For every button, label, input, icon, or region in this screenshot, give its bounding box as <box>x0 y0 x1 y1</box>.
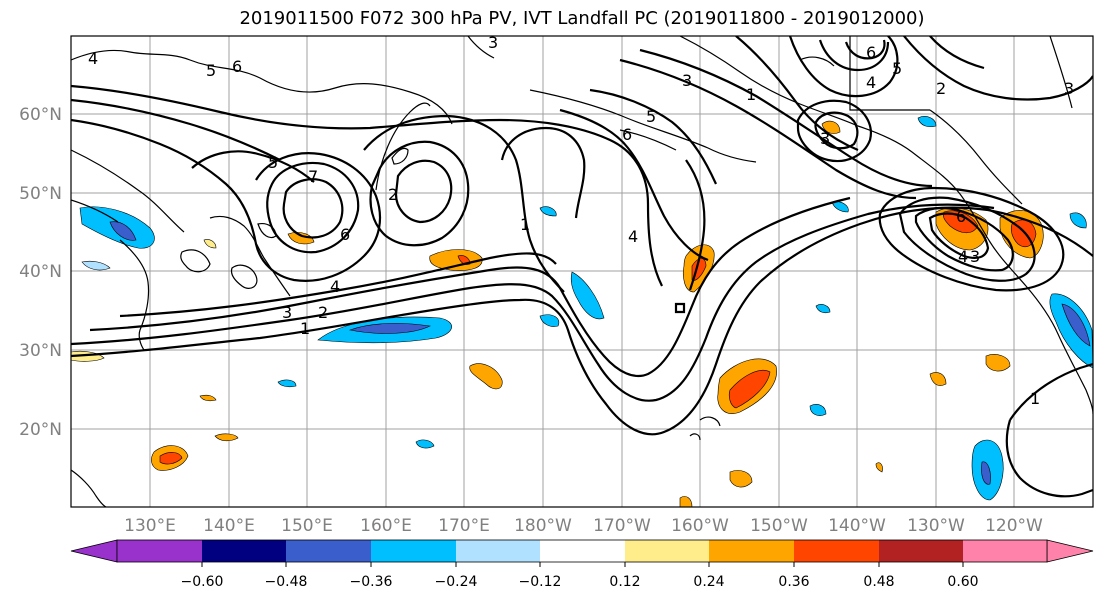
lat-label: 50°N <box>19 184 62 204</box>
colorbar-segment <box>456 540 540 562</box>
colorbar-tick-label: 0.36 <box>778 574 809 590</box>
colorbar-tick-label: −0.12 <box>519 574 562 590</box>
colorbar-tick-label: −0.24 <box>435 574 478 590</box>
lon-label: 120°W <box>985 516 1043 536</box>
lat-label: 60°N <box>19 105 62 125</box>
contour-label: 6 <box>232 57 242 76</box>
contour-label: 6 <box>340 225 350 244</box>
contour-label: 3 <box>970 247 980 266</box>
colorbar-tick-label: 0.48 <box>863 574 894 590</box>
colorbar-frame <box>116 539 1048 563</box>
lon-label: 130°E <box>124 516 176 536</box>
lat-label: 20°N <box>19 420 62 440</box>
colorbar-tick-label: −0.60 <box>181 574 224 590</box>
contour-label: 4 <box>628 227 638 246</box>
colorbar-segment <box>117 540 202 562</box>
longitude-labels: 130°E 140°E 150°E 160°E 170°E 180°W 170°… <box>124 516 1043 536</box>
lon-label: 140°E <box>203 516 255 536</box>
contour-label: 5 <box>646 107 656 126</box>
colorbar-tick-label: 0.12 <box>609 574 640 590</box>
colorbar-segment <box>371 540 456 562</box>
colorbar-left-extension <box>70 539 118 563</box>
contour-label: 5 <box>206 61 216 80</box>
contour-label: 4 <box>866 73 876 92</box>
contour-label: 3 <box>1064 79 1074 98</box>
contour-label: 1 <box>520 215 530 234</box>
contour-label: 5 <box>268 153 278 172</box>
lat-label: 30°N <box>19 341 62 361</box>
contour-label: 4 <box>88 49 98 68</box>
lon-label: 160°W <box>671 516 729 536</box>
colorbar-segment <box>625 540 709 562</box>
contour-label: 4 <box>330 277 340 296</box>
lon-label: 150°W <box>750 516 808 536</box>
lon-label: 160°E <box>360 516 412 536</box>
lon-label: 170°E <box>438 516 490 536</box>
contour-label: 3 <box>682 71 692 90</box>
map-frame <box>70 35 1094 508</box>
contour-label: 1 <box>300 319 310 338</box>
colorbar-right-extension <box>1046 539 1094 563</box>
map-title: 2019011500 F072 300 hPa PV, IVT Landfall… <box>239 8 925 29</box>
colorbar-tick-label: 0.24 <box>693 574 724 590</box>
lon-label: 140°W <box>828 516 886 536</box>
contour-label: 2 <box>318 303 328 322</box>
contour-label: 2 <box>936 79 946 98</box>
colorbar-segment <box>794 540 879 562</box>
colorbar-segment <box>540 540 625 562</box>
colorbar-segment <box>709 540 794 562</box>
contour-label: 1 <box>746 85 756 104</box>
lon-label: 170°W <box>593 516 651 536</box>
colorbar-segment <box>879 540 963 562</box>
colorbar: −0.60 −0.48 −0.36 −0.24 −0.12 0.12 0.24 0.36 0.4… <box>70 539 1094 590</box>
contour-label: 1 <box>1030 389 1040 408</box>
contour-label: 2 <box>388 185 398 204</box>
contour-label: 6 <box>622 125 632 144</box>
latitude-labels: 60°N 50°N 40°N 30°N 20°N <box>19 105 62 440</box>
contour-label: 4 <box>958 247 968 266</box>
colorbar-tick-label: 0.60 <box>947 574 978 590</box>
colorbar-tick-label: −0.36 <box>350 574 393 590</box>
contour-label: 7 <box>308 167 318 186</box>
colorbar-segment <box>202 540 286 562</box>
contour-label: 6 <box>866 43 876 62</box>
contour-label: 5 <box>892 59 902 78</box>
contour-label: 3 <box>820 129 830 148</box>
pv-contours <box>71 36 1093 498</box>
contour-label: 6 <box>956 207 966 226</box>
lon-label: 180°W <box>514 516 572 536</box>
colorbar-tick-label: −0.48 <box>265 574 308 590</box>
contour-label: 3 <box>282 303 292 322</box>
lon-label: 130°W <box>907 516 965 536</box>
lat-label: 40°N <box>19 262 62 282</box>
contour-label: 3 <box>488 33 498 52</box>
colorbar-segment <box>963 540 1047 562</box>
negative-ivt-anomaly-shading <box>79 116 1093 501</box>
lon-label: 150°E <box>281 516 333 536</box>
colorbar-segment <box>286 540 371 562</box>
contour-label-group: 5 6 7 5 6 2 3 2 1 4 1 3 1 4 5 3 4 6 6 5 … <box>88 33 1074 408</box>
